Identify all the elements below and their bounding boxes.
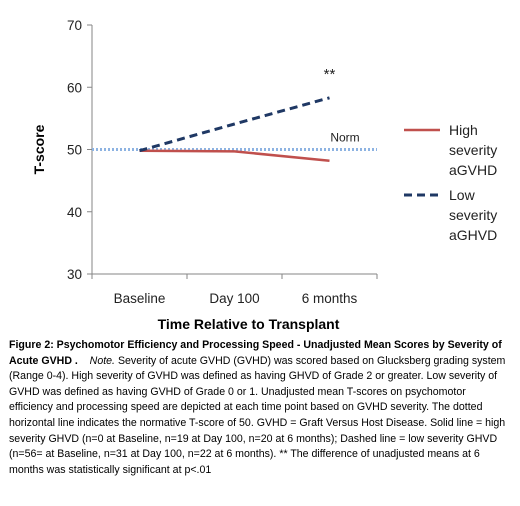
caption-title: Figure 2: Psychomotor Efficiency and Pro… bbox=[9, 339, 502, 367]
y-tick-label: 30 bbox=[67, 267, 82, 282]
legend-label: Low bbox=[449, 187, 476, 203]
caption-note-label: Note. bbox=[89, 354, 115, 367]
significance-annotation: ** bbox=[324, 66, 336, 83]
x-axis-title: Time Relative to Transplant bbox=[158, 316, 340, 332]
line-chart: 30 40 50 60 70 Baseline Day 100 6 months Time Re… bbox=[31, 18, 497, 332]
x-tick-label: 6 months bbox=[302, 291, 358, 306]
y-tick-label: 60 bbox=[67, 80, 82, 95]
series-line-low-severity bbox=[139, 96, 330, 153]
y-tick-label: 40 bbox=[67, 205, 82, 220]
legend-label: aGHVD bbox=[449, 227, 497, 243]
series-line-high-severity bbox=[139, 149, 330, 162]
x-tick-label: Baseline bbox=[114, 291, 166, 306]
legend-label: severity bbox=[449, 207, 497, 223]
x-tick-label: Day 100 bbox=[209, 291, 259, 306]
legend-label: High bbox=[449, 122, 478, 138]
chart-area: 30 40 50 60 70 Baseline Day 100 6 months Time Re… bbox=[31, 18, 497, 332]
norm-label: Norm bbox=[330, 131, 359, 145]
y-axis-title: T-score bbox=[31, 124, 47, 174]
y-tick-label: 50 bbox=[67, 143, 82, 158]
legend-label: severity bbox=[449, 142, 497, 158]
caption-body: Severity of acute GVHD (GVHD) was scored… bbox=[9, 354, 506, 476]
figure-caption: Figure 2: Psychomotor Efficiency and Pro… bbox=[9, 338, 512, 478]
y-tick-label: 70 bbox=[67, 18, 82, 33]
legend-label: aGVHD bbox=[449, 162, 497, 178]
